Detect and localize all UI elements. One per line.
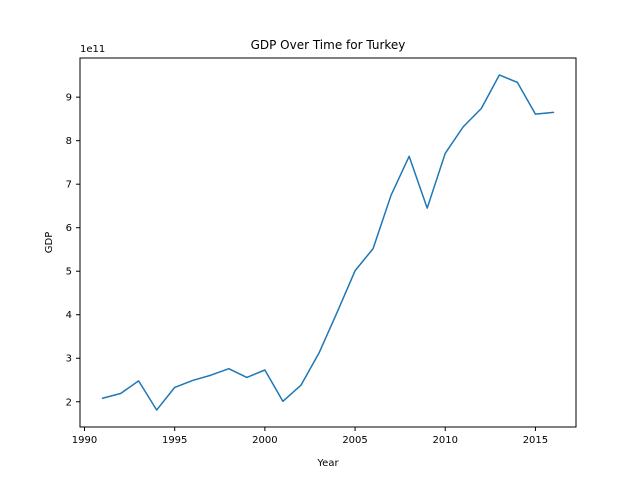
- x-tick-label: 2005: [342, 435, 367, 446]
- y-tick-label: 8: [66, 136, 72, 147]
- y-tick-label: 6: [66, 223, 72, 234]
- y-tick-label: 2: [66, 397, 72, 408]
- x-axis-label: Year: [316, 458, 339, 469]
- y-tick-label: 5: [66, 267, 72, 278]
- x-axis-ticks: 1990 1995 2000 2005 2010 2015: [72, 427, 548, 446]
- plot-area-frame: [79, 57, 577, 428]
- series-line-group: [101, 74, 555, 411]
- gdp-series-line: [101, 74, 555, 411]
- chart-title: GDP Over Time for Turkey: [251, 38, 406, 52]
- x-tick-label: 2000: [252, 435, 277, 446]
- y-tick-label: 7: [66, 180, 72, 191]
- x-tick-label: 2015: [523, 435, 548, 446]
- y-axis-ticks: 2 3 4 5 6 7 8 9: [66, 93, 80, 408]
- y-tick-label: 9: [66, 93, 72, 104]
- x-tick-label: 2010: [433, 435, 458, 446]
- x-tick-label: 1990: [72, 435, 97, 446]
- y-axis-label: GDP: [44, 232, 55, 253]
- y-tick-label: 4: [66, 310, 72, 321]
- y-axis-offset-label: 1e11: [80, 44, 105, 55]
- x-tick-label: 1995: [162, 435, 187, 446]
- y-tick-label: 3: [66, 354, 72, 365]
